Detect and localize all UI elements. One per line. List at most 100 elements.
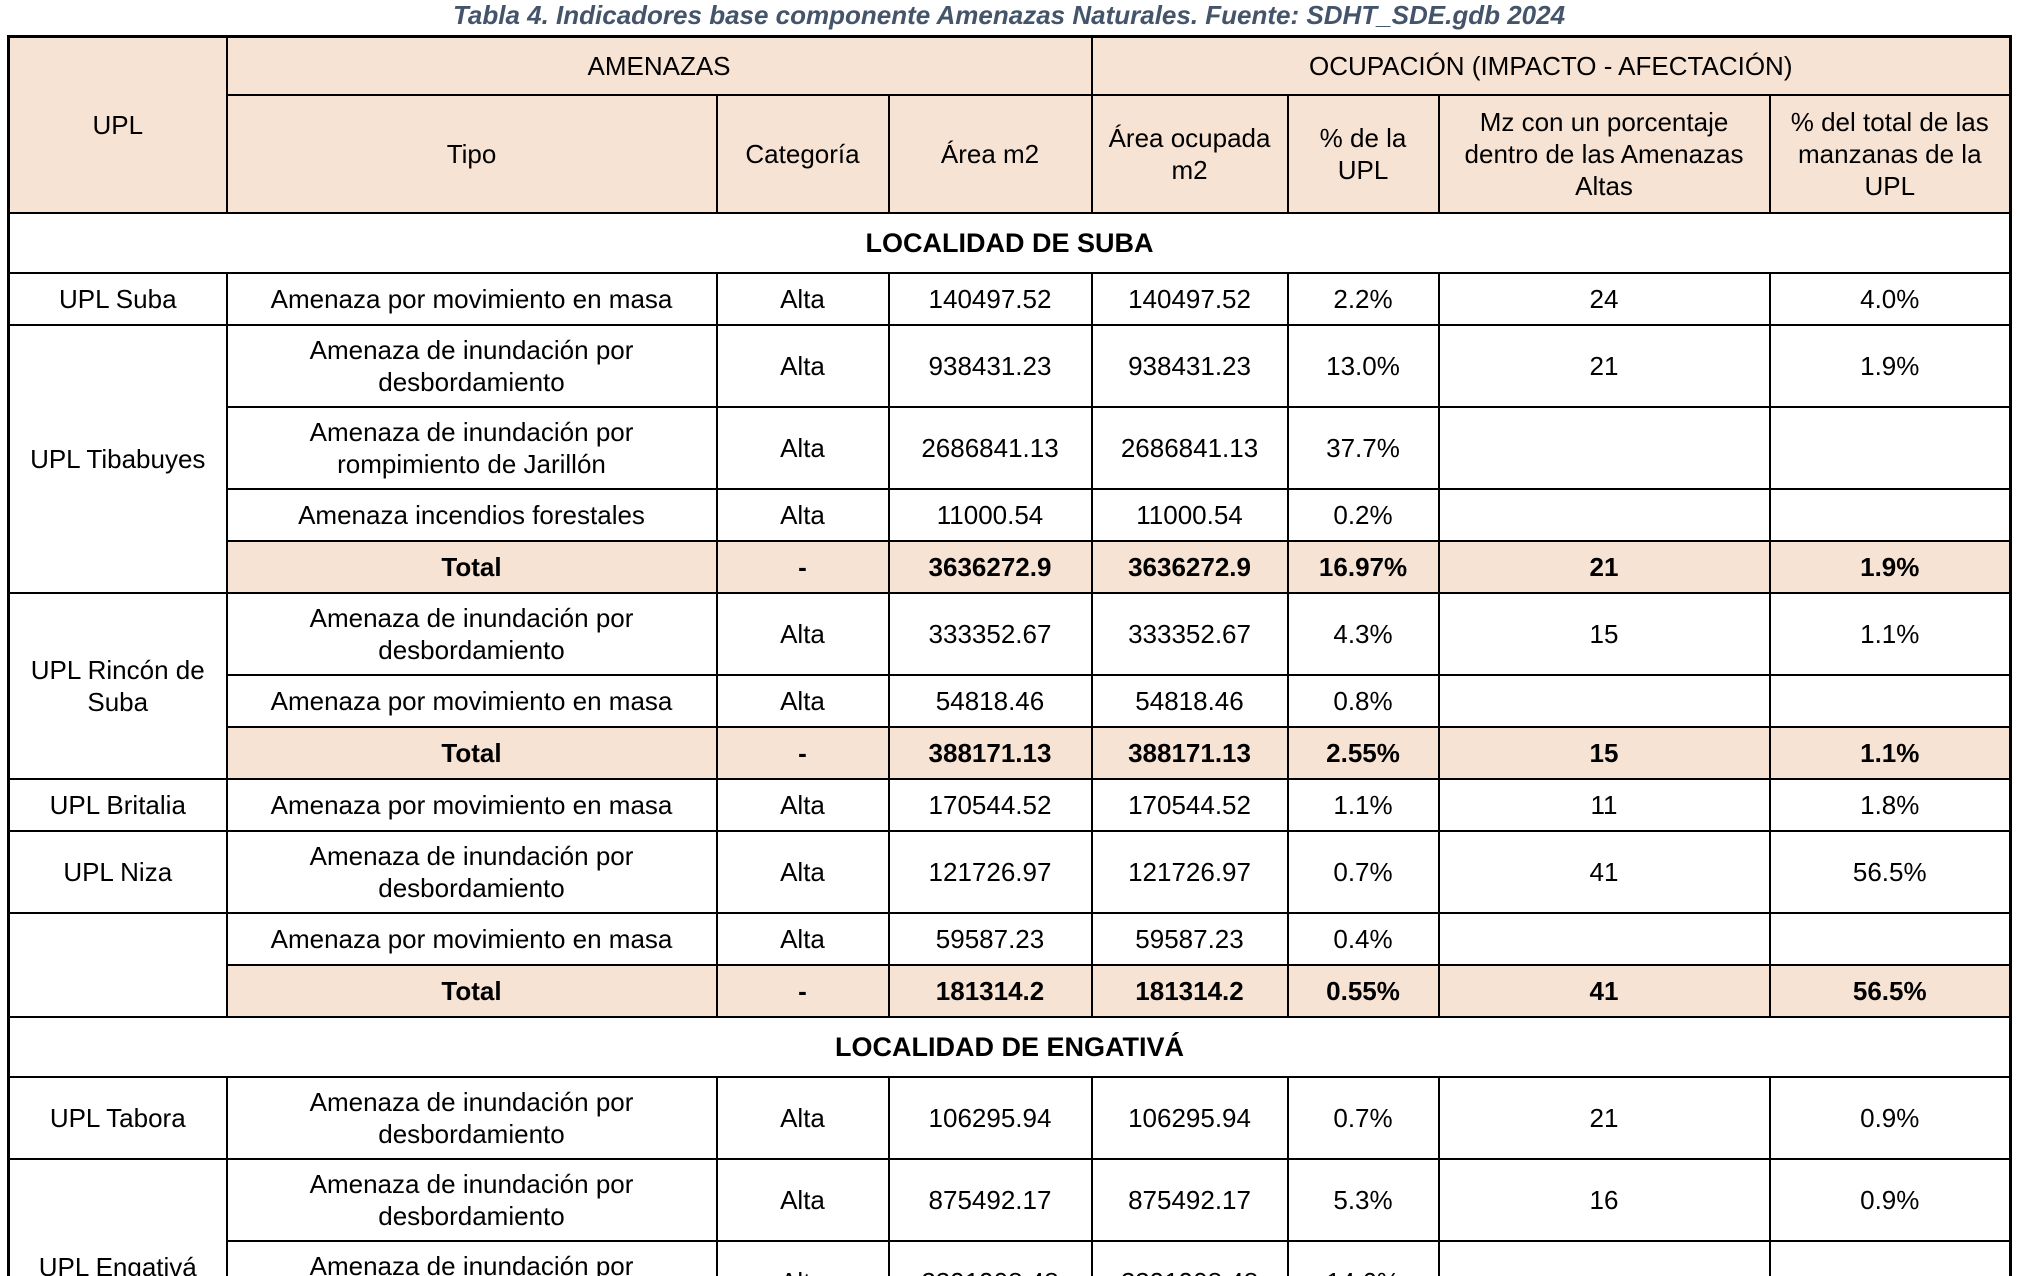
cell-tipo: Total [225,964,718,1018]
cell-area-m2: 59587.23 [887,912,1093,966]
table-row: Amenaza de inundación por rompimiento de… [9,406,2012,490]
cell-categoria: Alta [715,406,890,490]
table-row: UPL Niza Amenaza de inundación por desbo… [7,830,2012,914]
total-row: Total - 388171.13 388171.13 2.55% 15 1.1… [9,726,2012,780]
cell-categoria: Alta [715,778,890,832]
cell-tipo: Amenaza de inundación por rompimiento de… [225,1240,718,1276]
cell-mz [1437,912,1771,966]
cell-categoria: Alta [715,912,890,966]
section-header-engativa: LOCALIDAD DE ENGATIVÁ [7,1016,2012,1078]
group-header-row: UPL AMENAZAS OCUPACIÓN (IMPACTO - AFECTA… [7,35,2012,214]
cell-pct-manzanas: 1.1% [1768,726,2012,780]
col-header-pct-upl: % de la UPL [1286,94,1440,214]
cell-area-m2: 106295.94 [887,1076,1093,1160]
cell-mz: 41 [1437,964,1771,1018]
cell-upl: UPL Tabora [7,1076,228,1160]
cell-pct-upl: 37.7% [1286,406,1440,490]
cell-upl: UPL Engativá [7,1158,228,1276]
cell-upl: UPL Niza [7,830,228,914]
section-header-suba: LOCALIDAD DE SUBA [7,212,2012,274]
cell-tipo: Amenaza de inundación por desbordamiento [225,324,718,408]
cell-area-m2: 2391908.48 [887,1240,1093,1276]
cell-area-ocupada: 333352.67 [1090,592,1289,676]
total-row: Total - 181314.2 181314.2 0.55% 41 56.5% [9,964,2012,1018]
cell-categoria: Alta [715,324,890,408]
cell-tipo: Amenaza por movimiento en masa [225,674,718,728]
cell-mz: 15 [1437,726,1771,780]
cell-pct-upl: 2.55% [1286,726,1440,780]
table-caption: Tabla 4. Indicadores base componente Ame… [452,0,1566,30]
cell-categoria: Alta [715,1158,890,1242]
col-header-area-ocupada: Área ocupada m2 [1090,94,1289,214]
cell-categoria: Alta [715,1076,890,1160]
table-row: Amenaza por movimiento en masa Alta 5958… [7,912,2012,1018]
cell-area-ocupada: 121726.97 [1090,830,1289,914]
cell-tipo: Amenaza de inundación por rompimiento de… [225,406,718,490]
cell-pct-upl: 13.0% [1286,324,1440,408]
cell-pct-manzanas: 0.9% [1768,1158,2012,1242]
cell-upl [7,912,228,1018]
cell-tipo: Total [225,540,718,594]
col-header-upl: UPL [7,35,228,214]
cell-pct-manzanas: 1.1% [1768,592,2012,676]
cell-pct-manzanas: 4.0% [1768,272,2012,326]
cell-area-m2: 938431.23 [887,324,1093,408]
col-header-tipo: Tipo [225,94,718,214]
cell-mz: 15 [1437,592,1771,676]
table-row: UPL Rincón de Suba Amenaza de inundación… [7,592,2012,780]
table-row: UPL Britalia Amenaza por movimiento en m… [7,778,2012,832]
cell-tipo: Amenaza incendios forestales [225,488,718,542]
col-header-area-m2: Área m2 [887,94,1093,214]
cell-mz [1437,406,1771,490]
table-row: Amenaza incendios forestales Alta 11000.… [9,488,2012,542]
cell-pct-manzanas: 1.9% [1768,540,2012,594]
cell-mz [1437,1240,1771,1276]
total-row: Total - 3636272.9 3636272.9 16.97% 21 1.… [9,540,2012,594]
cell-pct-upl: 16.97% [1286,540,1440,594]
cell-area-ocupada: 2391908.48 [1090,1240,1289,1276]
cell-mz: 21 [1437,540,1771,594]
group-header-amenazas: AMENAZAS [225,35,1093,96]
cell-categoria: Alta [715,830,890,914]
cell-pct-manzanas: 1.8% [1768,778,2012,832]
cell-pct-upl: 0.7% [1286,830,1440,914]
cell-pct-upl: 2.2% [1286,272,1440,326]
cell-tipo: Amenaza de inundación por desbordamiento [225,1158,718,1242]
cell-categoria: - [715,964,890,1018]
cell-upl: UPL Tibabuyes [7,324,228,594]
cell-pct-manzanas [1768,674,2012,728]
cell-pct-manzanas [1768,1240,2012,1276]
cell-mz: 16 [1437,1158,1771,1242]
cell-mz: 41 [1437,830,1771,914]
cell-upl: UPL Suba [7,272,228,326]
cell-area-m2: 121726.97 [887,830,1093,914]
cell-mz: 21 [1437,324,1771,408]
cell-area-ocupada: 59587.23 [1090,912,1289,966]
cell-tipo: Amenaza por movimiento en masa [225,778,718,832]
cell-mz: 24 [1437,272,1771,326]
col-header-mz-amenazas-altas: Mz con un porcentaje dentro de las Amena… [1437,94,1771,214]
col-header-pct-manzanas: % del total de las manzanas de la UPL [1768,94,2012,214]
cell-area-m2: 54818.46 [887,674,1093,728]
cell-area-m2: 3636272.9 [887,540,1093,594]
cell-pct-upl: 0.8% [1286,674,1440,728]
cell-area-ocupada: 2686841.13 [1090,406,1289,490]
cell-mz [1437,674,1771,728]
cell-pct-upl: 0.55% [1286,964,1440,1018]
cell-area-ocupada: 11000.54 [1090,488,1289,542]
table-row: UPL Tabora Amenaza de inundación por des… [7,1076,2012,1160]
cell-pct-manzanas: 1.9% [1768,324,2012,408]
cell-area-m2: 170544.52 [887,778,1093,832]
cell-area-m2: 388171.13 [887,726,1093,780]
cell-pct-upl: 14.6% [1286,1240,1440,1276]
cell-categoria: Alta [715,592,890,676]
cell-area-ocupada: 181314.2 [1090,964,1289,1018]
cell-categoria: Alta [715,488,890,542]
cell-pct-upl: 0.7% [1286,1076,1440,1160]
cell-area-m2: 875492.17 [887,1158,1093,1242]
cell-area-ocupada: 54818.46 [1090,674,1289,728]
cell-tipo: Amenaza de inundación por desbordamiento [225,830,718,914]
col-header-categoria: Categoría [715,94,890,214]
cell-tipo: Total [225,726,718,780]
table-row: UPL Engativá Amenaza de inundación por d… [7,1158,2012,1276]
